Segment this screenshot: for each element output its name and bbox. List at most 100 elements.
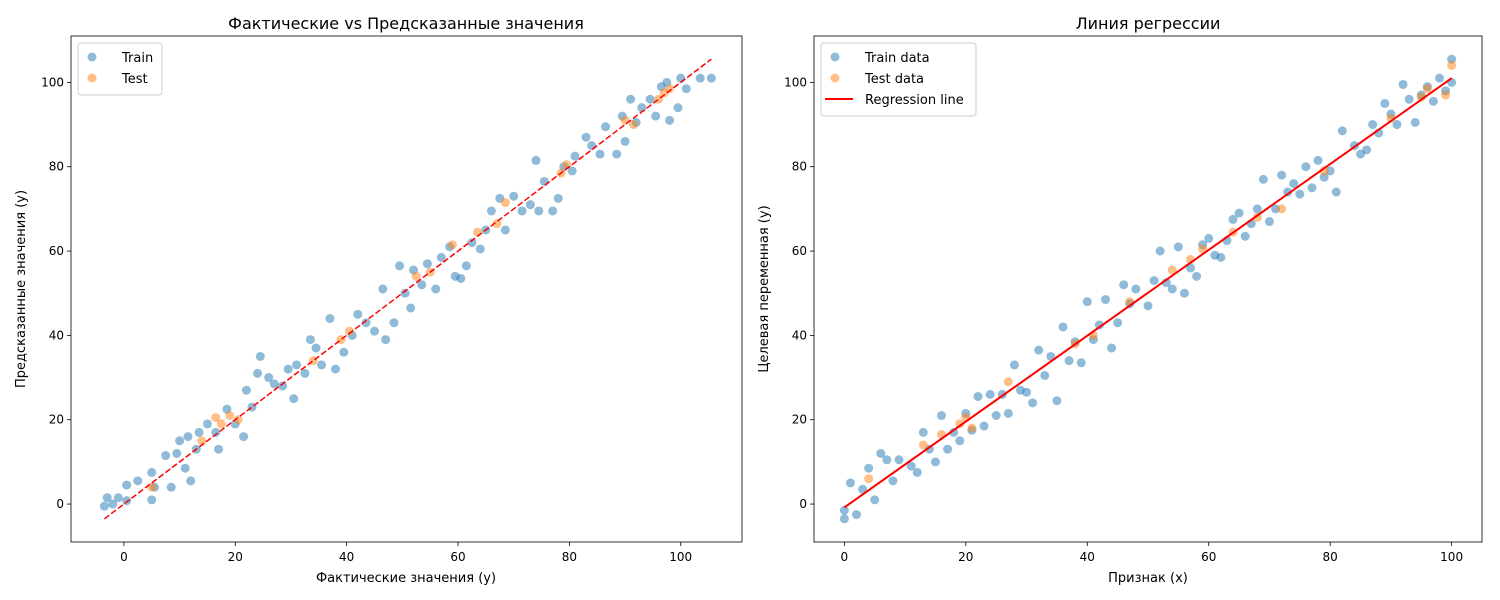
left-chart-title: Фактические vs Предсказанные значения [228,14,584,33]
right-point-0-13 [918,427,928,437]
right-point-0-77 [1313,155,1323,165]
left-point-0-35 [300,368,310,378]
right-point-0-71 [1277,170,1287,180]
right-point-0-75 [1301,162,1311,172]
right-point-0-42 [1094,320,1104,330]
right-point-1-6 [1003,377,1013,387]
right-legend-marker-1 [830,73,840,83]
left-data-marks [99,58,716,520]
right-point-0-59 [1204,233,1214,243]
right-point-0-48 [1131,284,1141,294]
left-point-0-56 [436,252,446,262]
right-point-0-76 [1307,183,1317,193]
right-point-0-3 [852,510,862,520]
right-point-0-68 [1258,174,1268,184]
right-point-0-61 [1216,252,1226,262]
left-point-0-97 [706,73,716,83]
left-point-0-87 [637,103,647,113]
left-point-0-77 [570,151,580,161]
right-x-tick-label-0: 0 [841,550,849,564]
left-point-0-8 [147,467,157,477]
left-point-1-0 [147,482,157,492]
left-legend-label-1: Test [121,72,148,87]
left-subplot: Фактические vs Предсказанные значения 0 2… [14,14,743,586]
right-point-0-85 [1368,120,1378,130]
right-point-0-95 [1428,96,1438,106]
left-point-0-24 [239,432,249,442]
left-point-1-18 [628,120,638,130]
right-x-tick-label-4: 80 [1323,550,1338,564]
left-point-0-93 [673,103,683,113]
right-point-0-11 [906,461,916,471]
right-point-1-0 [864,474,874,484]
right-point-0-27 [1003,408,1013,418]
right-legend-box [820,42,977,117]
left-legend-marker-0 [87,52,97,62]
right-point-0-65 [1240,231,1250,241]
right-point-0-89 [1392,120,1402,130]
left-point-0-32 [283,364,293,374]
right-y-tick-label-5: 100 [784,75,807,89]
left-point-0-76 [567,166,577,176]
right-point-0-35 [1052,396,1062,406]
right-point-0-50 [1149,276,1159,286]
left-point-0-16 [186,476,196,486]
left-point-1-5 [233,415,243,425]
right-y-tick-label-4: 80 [792,160,807,174]
left-point-1-8 [344,326,354,336]
left-point-0-96 [695,73,705,83]
left-x-tick-label-2: 40 [339,550,354,564]
left-point-0-67 [509,191,519,201]
left-point-0-54 [422,259,432,269]
left-point-0-18 [194,427,204,437]
right-point-0-37 [1064,356,1074,366]
left-x-axis-label: Фактические значения (y) [316,571,496,586]
right-point-0-4 [858,484,868,494]
right-point-0-43 [1100,295,1110,305]
left-point-0-82 [612,149,622,159]
left-point-1-1 [197,436,207,446]
right-point-0-8 [882,455,892,465]
left-point-0-71 [534,206,544,216]
left-x-tick-label-0: 0 [120,550,128,564]
right-point-0-15 [930,457,940,467]
left-point-0-40 [331,364,340,374]
right-legend-label-1: Test data [864,72,924,87]
right-point-0-67 [1252,204,1262,214]
right-point-0-78 [1319,172,1329,182]
right-point-0-55 [1179,288,1189,298]
right-point-0-74 [1295,189,1305,199]
left-point-0-49 [395,261,405,271]
right-plot-area: 0 20 40 60 80 100 0 20 40 60 80 100 Train data Test d… [784,35,1483,564]
left-x-tick-label-1: 20 [228,550,243,564]
left-x-tick-label-4: 80 [562,550,577,564]
left-point-0-88 [645,94,655,104]
right-point-1-3 [955,419,965,429]
right-point-0-1 [839,505,849,515]
left-point-0-92 [665,115,675,125]
left-y-axis-label: Предсказанные значения (y) [14,190,29,388]
left-x-tick-label-5: 100 [669,550,692,564]
left-point-0-7 [147,495,157,505]
right-point-0-51 [1155,246,1165,256]
right-subplot: Линия регрессии 0 20 40 60 80 100 0 20 40 60 80 100… [757,14,1483,586]
left-point-0-14 [180,463,190,473]
right-y-tick-label-2: 40 [792,328,807,342]
left-point-0-78 [581,132,591,142]
right-legend: Train data Test data Regression line [820,42,977,117]
left-point-0-66 [500,225,510,235]
left-point-0-79 [587,141,597,151]
left-point-0-1 [102,493,112,503]
right-point-0-45 [1113,318,1123,328]
left-legend-label-0: Train [121,51,153,66]
left-point-0-68 [517,206,527,216]
left-legend: Train Test [77,42,163,96]
left-point-0-11 [166,482,176,492]
right-point-1-19 [1422,84,1432,94]
right-point-0-63 [1228,214,1238,224]
right-point-0-18 [949,427,959,437]
right-point-0-40 [1082,297,1092,307]
left-point-0-94 [676,73,686,83]
left-point-0-2 [108,499,118,509]
